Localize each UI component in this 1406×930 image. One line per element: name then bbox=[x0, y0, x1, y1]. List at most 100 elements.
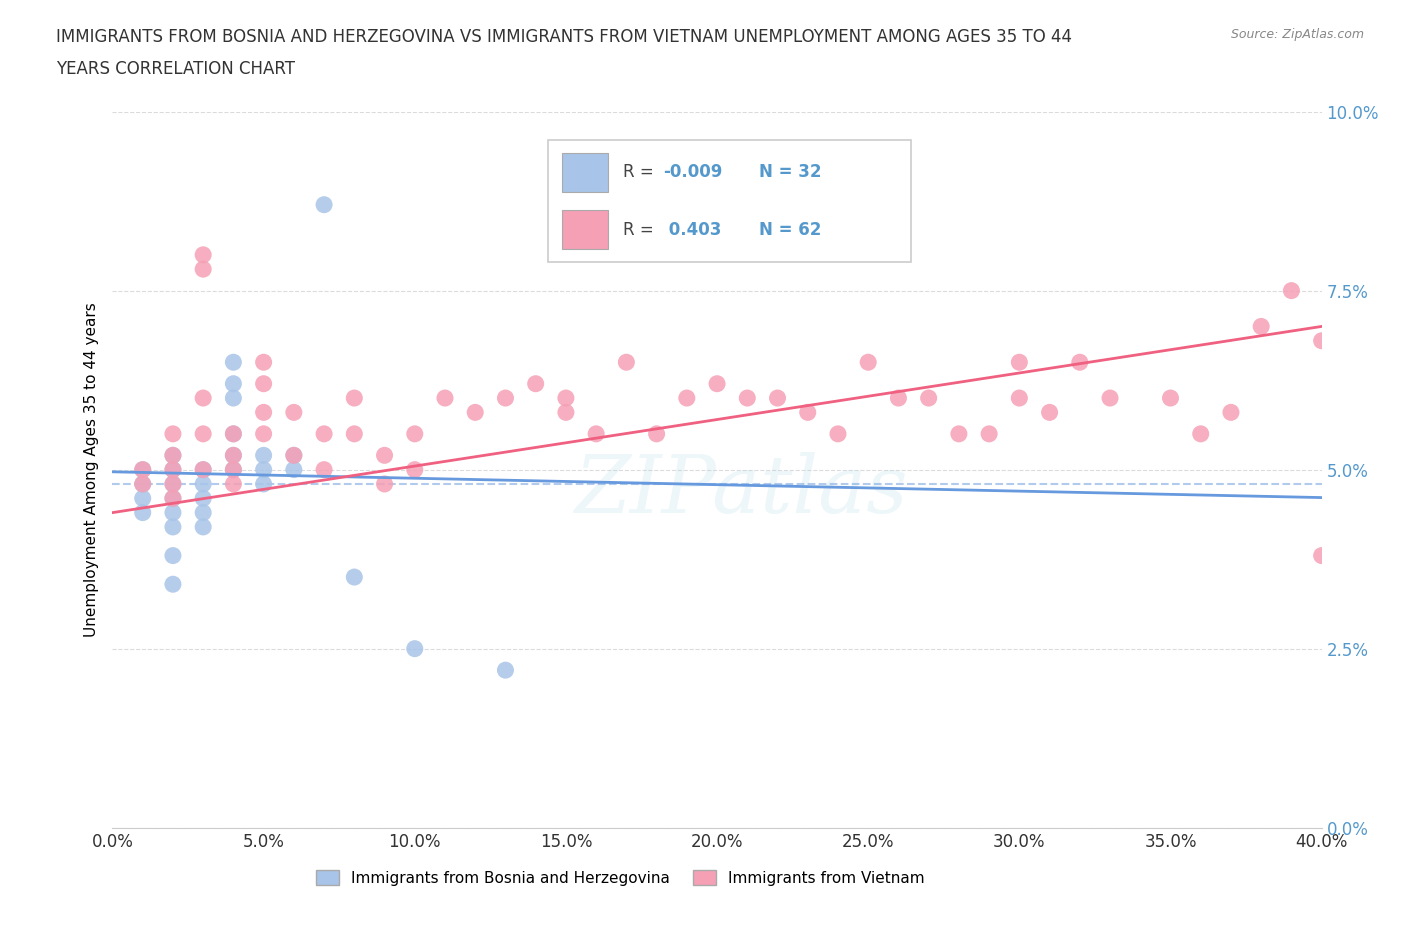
Text: N = 62: N = 62 bbox=[759, 220, 821, 239]
Point bbox=[554, 405, 576, 419]
Point bbox=[283, 448, 305, 463]
Point bbox=[162, 476, 184, 491]
Point bbox=[132, 476, 155, 491]
Point bbox=[191, 476, 214, 491]
Point bbox=[222, 462, 245, 477]
Point bbox=[253, 377, 276, 392]
Point bbox=[222, 391, 245, 405]
Point bbox=[404, 642, 426, 657]
FancyBboxPatch shape bbox=[548, 140, 911, 262]
Point bbox=[253, 405, 276, 419]
Text: Source: ZipAtlas.com: Source: ZipAtlas.com bbox=[1230, 28, 1364, 41]
Point bbox=[222, 448, 245, 463]
FancyBboxPatch shape bbox=[562, 210, 609, 249]
Point bbox=[191, 462, 214, 477]
Point bbox=[1250, 319, 1272, 334]
Point bbox=[554, 391, 576, 405]
Point bbox=[616, 355, 638, 370]
Point bbox=[222, 426, 245, 442]
Point bbox=[495, 391, 517, 405]
Point bbox=[222, 426, 245, 442]
Point bbox=[222, 462, 245, 477]
Point bbox=[374, 448, 396, 463]
Point bbox=[283, 462, 305, 477]
Point bbox=[343, 391, 366, 405]
Legend: Immigrants from Bosnia and Herzegovina, Immigrants from Vietnam: Immigrants from Bosnia and Herzegovina, … bbox=[309, 863, 931, 892]
Text: R =: R = bbox=[623, 220, 659, 239]
Point bbox=[253, 476, 276, 491]
Point bbox=[162, 548, 184, 563]
Point bbox=[191, 462, 214, 477]
Point bbox=[191, 391, 214, 405]
Point bbox=[162, 448, 184, 463]
Point bbox=[1220, 405, 1243, 419]
Point bbox=[1008, 391, 1031, 405]
Point bbox=[1008, 355, 1031, 370]
Point bbox=[191, 505, 214, 520]
Point bbox=[343, 426, 366, 442]
Point bbox=[191, 247, 214, 262]
Point bbox=[191, 426, 214, 442]
Point bbox=[374, 476, 396, 491]
Point bbox=[887, 391, 910, 405]
Text: R =: R = bbox=[623, 164, 659, 181]
Point bbox=[191, 261, 214, 276]
Point bbox=[132, 491, 155, 506]
Point bbox=[645, 426, 668, 442]
Point bbox=[162, 462, 184, 477]
Point bbox=[253, 426, 276, 442]
Point bbox=[524, 377, 547, 392]
Point bbox=[222, 377, 245, 392]
Point bbox=[222, 476, 245, 491]
Point bbox=[1069, 355, 1091, 370]
Point bbox=[283, 405, 305, 419]
Point bbox=[977, 426, 1000, 442]
Point bbox=[191, 491, 214, 506]
Text: 0.403: 0.403 bbox=[662, 220, 721, 239]
Point bbox=[585, 426, 607, 442]
Point bbox=[314, 426, 336, 442]
Point bbox=[796, 405, 818, 419]
Point bbox=[283, 448, 305, 463]
Point bbox=[162, 577, 184, 591]
Point bbox=[1098, 391, 1121, 405]
Point bbox=[675, 391, 697, 405]
Point bbox=[162, 476, 184, 491]
Text: IMMIGRANTS FROM BOSNIA AND HERZEGOVINA VS IMMIGRANTS FROM VIETNAM UNEMPLOYMENT A: IMMIGRANTS FROM BOSNIA AND HERZEGOVINA V… bbox=[56, 28, 1073, 46]
Point bbox=[1310, 548, 1333, 563]
Point bbox=[162, 448, 184, 463]
Point bbox=[1189, 426, 1212, 442]
Point bbox=[343, 569, 366, 585]
Point bbox=[162, 505, 184, 520]
Text: N = 32: N = 32 bbox=[759, 164, 823, 181]
Text: -0.009: -0.009 bbox=[662, 164, 723, 181]
Point bbox=[132, 505, 155, 520]
FancyBboxPatch shape bbox=[562, 153, 609, 193]
Point bbox=[253, 448, 276, 463]
Point bbox=[162, 491, 184, 506]
Point bbox=[222, 448, 245, 463]
Point bbox=[948, 426, 970, 442]
Point bbox=[1159, 391, 1181, 405]
Point bbox=[1310, 333, 1333, 348]
Point bbox=[856, 355, 880, 370]
Point bbox=[404, 462, 426, 477]
Point bbox=[433, 391, 456, 405]
Point bbox=[827, 426, 849, 442]
Point bbox=[253, 462, 276, 477]
Y-axis label: Unemployment Among Ages 35 to 44 years: Unemployment Among Ages 35 to 44 years bbox=[83, 302, 98, 637]
Point bbox=[314, 462, 336, 477]
Point bbox=[918, 391, 941, 405]
Point bbox=[162, 462, 184, 477]
Text: YEARS CORRELATION CHART: YEARS CORRELATION CHART bbox=[56, 60, 295, 78]
Point bbox=[132, 462, 155, 477]
Point bbox=[162, 426, 184, 442]
Point bbox=[404, 426, 426, 442]
Point bbox=[222, 355, 245, 370]
Point bbox=[1038, 405, 1062, 419]
Point bbox=[132, 476, 155, 491]
Point bbox=[1279, 283, 1302, 298]
Point bbox=[132, 462, 155, 477]
Point bbox=[162, 520, 184, 535]
Point bbox=[314, 197, 336, 212]
